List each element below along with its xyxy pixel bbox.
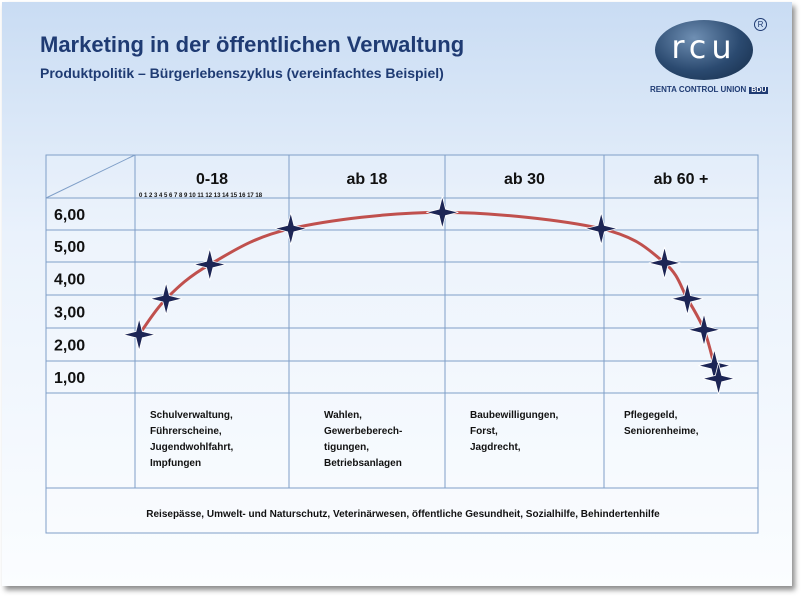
- rcu-logo: rcu R RENTA CONTROL UNION BDU: [650, 16, 770, 98]
- star-marker: [648, 246, 681, 279]
- y-tick-label: 1,00: [54, 370, 85, 387]
- star-marker: [687, 313, 721, 346]
- logo-tagline: RENTA CONTROL UNION BDU: [650, 85, 769, 94]
- star-marker: [702, 362, 735, 395]
- y-tick-label: 4,00: [54, 272, 85, 289]
- services-column-1: Schulverwaltung, Führerscheine, Jugendwo…: [150, 408, 233, 472]
- column-header-1: 0-18: [196, 171, 228, 188]
- service-line: Wahlen,: [324, 410, 362, 421]
- star-marker: [274, 212, 307, 245]
- service-line: Pflegegeld,: [624, 410, 678, 421]
- star-marker: [123, 318, 156, 351]
- corner-diagonal: [45, 154, 136, 199]
- service-line: Baubewilligungen,: [470, 410, 559, 421]
- age-tick-labels: 0 1 2 3 4 5 6 7 8 9 10 11 12 13 14 15 16…: [139, 193, 263, 199]
- column-header-4: ab 60 +: [654, 171, 709, 188]
- table-frame: [45, 154, 759, 534]
- service-line: Gewerbeberech-: [324, 426, 403, 437]
- lifecycle-chart: 0-18 ab 18 ab 30 ab 60 + 0 1 2 3 4 5 6 7 8 9…: [45, 154, 759, 534]
- service-line: Jagdrecht,: [470, 442, 521, 453]
- star-marker: [150, 282, 183, 315]
- y-tick-label: 2,00: [54, 338, 85, 355]
- service-line: Impfungen: [150, 458, 202, 469]
- star-marker: [193, 248, 226, 281]
- services-column-3: Baubewilligungen, Forst, Jagdrecht,: [470, 408, 558, 456]
- star-marker: [426, 196, 459, 229]
- service-line: Führerscheine,: [150, 426, 222, 437]
- services-column-4: Pflegegeld, Seniorenheime,: [624, 408, 698, 440]
- slide-subtitle: Produktpolitik – Bürgerlebenszyklus (ver…: [40, 65, 444, 81]
- star-marker: [585, 212, 618, 245]
- star-marker: [671, 282, 704, 315]
- logo-bdu-badge: BDU: [749, 87, 769, 94]
- y-tick-label: 3,00: [54, 305, 85, 322]
- logo-ellipse: [655, 20, 753, 80]
- logo-tagline-text: RENTA CONTROL UNION: [650, 85, 747, 94]
- services-column-2: Wahlen, Gewerbeberech- tigungen, Betrieb…: [324, 408, 402, 472]
- y-tick-label: 6,00: [54, 207, 85, 224]
- column-header-3: ab 30: [504, 171, 545, 188]
- column-header-2: ab 18: [347, 171, 388, 188]
- service-line: Betriebsanlagen: [324, 458, 402, 469]
- y-tick-label: 5,00: [54, 239, 85, 256]
- service-line: Forst,: [470, 426, 498, 437]
- slide: Marketing in der öffentlichen Verwaltung…: [2, 2, 792, 586]
- registered-mark: R: [754, 18, 767, 31]
- service-line: Jugendwohlfahrt,: [150, 442, 234, 453]
- logo-letters: rcu: [671, 28, 737, 66]
- service-line: tigungen,: [324, 442, 369, 453]
- general-services-footer: Reisepässe, Umwelt- und Naturschutz, Vet…: [146, 509, 660, 520]
- service-line: Schulverwaltung,: [150, 410, 233, 421]
- slide-title: Marketing in der öffentlichen Verwaltung: [40, 32, 465, 57]
- service-line: Seniorenheime,: [624, 426, 699, 437]
